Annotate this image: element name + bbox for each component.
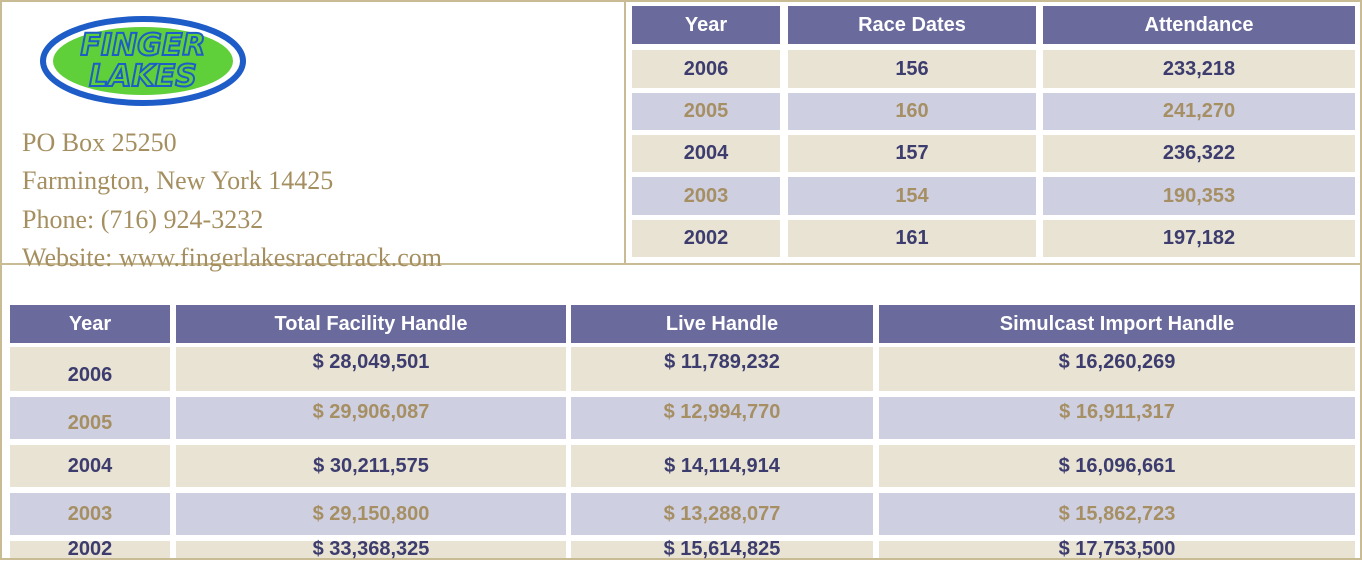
table-cell: 2002 <box>632 220 780 257</box>
table-cell: 161 <box>788 220 1036 257</box>
table-cell: $ 33,368,325 <box>176 538 566 560</box>
address-line: Farmington, New York 14425 <box>22 166 334 195</box>
table-cell: 157 <box>788 135 1036 172</box>
table-cell: 154 <box>788 177 1036 215</box>
table-cell: 190,353 <box>1043 177 1355 215</box>
table-cell: 2006 <box>632 50 780 88</box>
table-cell: 2003 <box>632 177 780 215</box>
table-cell: 2005 <box>632 93 780 130</box>
table-cell: 2005 <box>10 397 170 439</box>
column-header: Attendance <box>1043 6 1355 44</box>
table-cell: $ 11,789,232 <box>571 347 873 391</box>
address-line: PO Box 25250 <box>22 128 177 157</box>
table-cell: $ 13,288,077 <box>571 493 873 535</box>
top-table-frame <box>624 0 1362 265</box>
address-line: Website: www.fingerlakesracetrack.com <box>22 243 442 272</box>
table-cell: 156 <box>788 50 1036 88</box>
table-cell: 233,218 <box>1043 50 1355 88</box>
logo: FINGER LAKES <box>40 16 246 106</box>
logo-text: LAKES <box>89 59 197 94</box>
table-cell: $ 28,049,501 <box>176 347 566 391</box>
table-cell: $ 16,911,317 <box>879 397 1355 439</box>
bottom-table-frame <box>0 263 1362 560</box>
table-cell: 2002 <box>10 538 170 560</box>
table-cell: $ 17,753,500 <box>879 538 1355 560</box>
table-cell: $ 15,862,723 <box>879 493 1355 535</box>
table-cell: 241,270 <box>1043 93 1355 130</box>
table-cell: 236,322 <box>1043 135 1355 172</box>
table-cell: $ 29,906,087 <box>176 397 566 439</box>
column-header: Total Facility Handle <box>176 305 566 343</box>
table-cell: 197,182 <box>1043 220 1355 257</box>
table-cell: $ 12,994,770 <box>571 397 873 439</box>
table-cell: $ 14,114,914 <box>571 445 873 487</box>
table-cell: 160 <box>788 93 1036 130</box>
table-cell: 2004 <box>10 445 170 487</box>
table-cell: $ 15,614,825 <box>571 538 873 560</box>
column-header: Race Dates <box>788 6 1036 44</box>
logo-text: FINGER <box>81 28 206 63</box>
address-line: Phone: (716) 924-3232 <box>22 205 264 234</box>
table-cell: $ 29,150,800 <box>176 493 566 535</box>
table-cell: $ 16,096,661 <box>879 445 1355 487</box>
table-cell: 2004 <box>632 135 780 172</box>
column-header: Live Handle <box>571 305 873 343</box>
table-cell: $ 30,211,575 <box>176 445 566 487</box>
column-header: Simulcast Import Handle <box>879 305 1355 343</box>
logo-field <box>53 27 233 95</box>
table-cell: 2006 <box>10 347 170 391</box>
table-cell: $ 16,260,269 <box>879 347 1355 391</box>
column-header: Year <box>632 6 780 44</box>
column-header: Year <box>10 305 170 343</box>
table-cell: 2003 <box>10 493 170 535</box>
